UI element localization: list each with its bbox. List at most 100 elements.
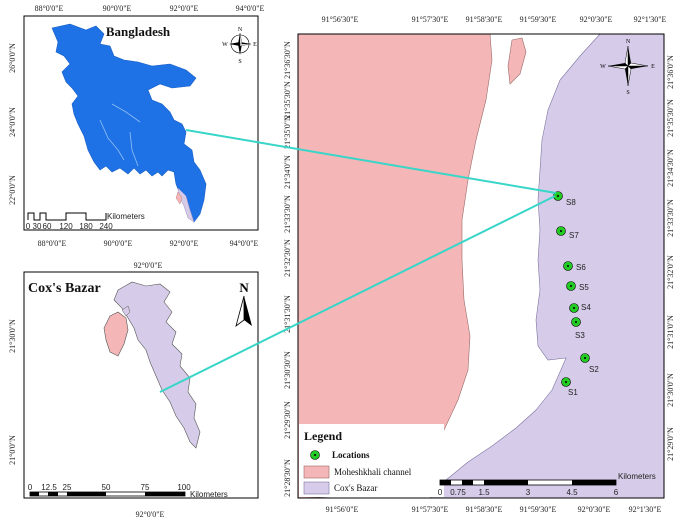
legend-title: Legend [304,429,342,443]
bd-top-tick-0: 88°0'0"E [35,4,64,13]
cb-scale-n4: 75 [141,483,150,492]
bd-scale-n0: 0 [26,222,31,231]
main-scale-n5: 6 [614,488,619,497]
cb-north-arrow-icon: N [235,280,252,328]
main-scale-bar: 0 0.75 1.5 3 4.5 6 Kilometers [438,472,656,497]
main-scale-n1: 0.75 [450,488,466,497]
main-left-tick-1: 21°35'30"N [283,81,292,119]
bd-left-tick-0: 26°0'0"N [8,43,17,73]
main-left-tick-8: 21°29'30"N [283,401,292,439]
main-scale-n2: 1.5 [478,488,490,497]
bd-bottom-tick-1: 90°0'0"E [104,239,133,248]
bd-compass-s: S [238,59,241,65]
main-compass-icon: N S E W [600,39,655,96]
site-s5-label: S5 [579,283,589,292]
main-right-tick-6: 21°30'0"N [666,373,675,407]
cb-left-tick-1: 21°0'0"N [8,435,17,465]
main-bottom-tick-1: 91°57'30"E [412,505,449,514]
main-right-tick-4: 21°32'0"N [666,255,675,289]
cb-map-title: Cox's Bazar [28,281,101,296]
legend: Legend Locations Moheshkhali channel Cox… [299,424,444,497]
main-left-tick-4: 21°33'30"N [283,195,292,233]
main-scale-n3: 3 [526,488,531,497]
main-top-tick-4: 92°0'30"E [580,15,613,24]
cb-top-tick: 92°0'0"E [134,261,163,270]
bd-left-tick-2: 22°0'0"N [8,175,17,205]
main-right-tick-7: 21°29'0"N [666,427,675,461]
bd-bottom-tick-3: 94°0'0"E [230,239,259,248]
bd-left-tick-1: 24°0'0"N [8,107,17,137]
bd-scale-n4: 180 [79,222,93,231]
bd-scale-n2: 60 [43,222,52,231]
main-bottom-tick-0: 91°56'0"E [326,505,359,514]
main-bottom-tick-2: 91°58'30"E [466,505,503,514]
site-s4: S4 [569,303,591,313]
main-top-tick-0: 91°56'30"E [322,15,359,24]
main-left-tick-3: 21°34'0"N [283,155,292,189]
bd-compass-icon: N S E W [222,27,257,65]
bd-top-tick-3: 94°0'0"E [236,4,265,13]
cb-scale-n0: 0 [28,483,33,492]
bd-scale-n5: 240 [99,222,113,231]
site-s2-label: S2 [589,365,599,374]
legend-item-moheshkhali: Moheshkhali channel [303,465,412,479]
main-compass-w: W [600,64,606,70]
bd-bottom-tick-2: 92°0'0"E [170,239,199,248]
site-s6-label: S6 [576,263,586,272]
main-study-area-map: 91°56'30"E 91°57'30"E 91°58'30"E 91°59'3… [283,15,675,514]
site-s5: S5 [566,281,589,292]
cb-scale-bar: 0 12.5 25 50 75 100 Kilometers [28,483,228,499]
cb-scale-n1: 12.5 [41,483,57,492]
site-s2: S2 [580,353,599,374]
site-s6: S6 [563,261,586,272]
main-top-tick-1: 91°57'30"E [412,15,449,24]
bd-scale-unit: Kilometers [107,212,145,221]
main-left-tick-0: 21°36'30"N [283,41,292,79]
cb-left-tick-0: 21°30'0"N [8,319,17,353]
main-left-tick-5: 21°32'30"N [283,239,292,277]
coxs-bazar-inset-map: 92°0'0"E 92°0'0"E 21°30'0"N 21°0'0"N Cox… [8,261,259,519]
legend-label-coxs-bazar: Cox's Bazar [334,483,377,493]
main-top-tick-3: 91°59'30"E [520,15,557,24]
bd-top-tick-2: 92°0'0"E [170,4,199,13]
cb-scale-n3: 50 [102,483,111,492]
coxs-bazar-district [113,281,201,449]
moheshkhali-island [103,311,129,357]
bd-compass-e: E [253,42,257,48]
cb-scale-n5: 100 [177,483,191,492]
cb-scale-unit: Kilometers [190,490,228,499]
site-s1-label: S1 [568,388,578,397]
site-s4-label: S4 [581,303,591,312]
bd-compass-w: W [222,42,228,48]
main-left-tick-2: 21°35'0"N [283,115,292,149]
main-bottom-tick-4: 92°0'30"E [578,505,611,514]
legend-item-locations: Locations [310,450,370,460]
sampling-sites: S8 S7 S6 S5 S4 S3 S2 S1 [553,191,599,397]
main-compass-s: S [626,90,629,96]
bd-compass-n: N [238,27,243,33]
main-scale-n0: 0 [438,488,443,497]
site-s7-label: S7 [569,231,579,240]
bd-bottom-tick-0: 88°0'0"E [38,239,67,248]
legend-label-locations: Locations [332,450,370,460]
site-s8-label: S8 [566,198,576,207]
main-top-tick-5: 92°1'30"E [634,15,667,24]
legend-label-moheshkhali: Moheshkhali channel [334,467,412,477]
bd-scale-bar: Kilometers 0 30 60 120 180 240 [26,212,145,231]
main-right-tick-0: 21°36'0"N [666,55,675,89]
main-bottom-tick-5: 92°1'30"E [629,505,662,514]
main-right-tick-3: 21°33'30"N [666,199,675,237]
bd-map-title: Bangladesh [106,24,171,39]
bd-scale-n3: 120 [59,222,73,231]
main-compass-n: N [626,39,631,45]
main-left-tick-7: 21°30'30"N [283,351,292,389]
main-top-tick-2: 91°58'30"E [466,15,503,24]
cb-bottom-tick: 92°0'0"E [136,510,165,519]
main-compass-e: E [651,64,655,70]
bangladesh-inset-map: 88°0'0"E 90°0'0"E 92°0'0"E 94°0'0"E 88°0… [8,4,265,248]
main-scale-unit: Kilometers [618,472,656,481]
connector-lines [159,129,557,393]
coxs-bazar-land-area [429,34,664,498]
main-scale-n4: 4.5 [566,488,578,497]
cb-north-label: N [239,280,249,295]
